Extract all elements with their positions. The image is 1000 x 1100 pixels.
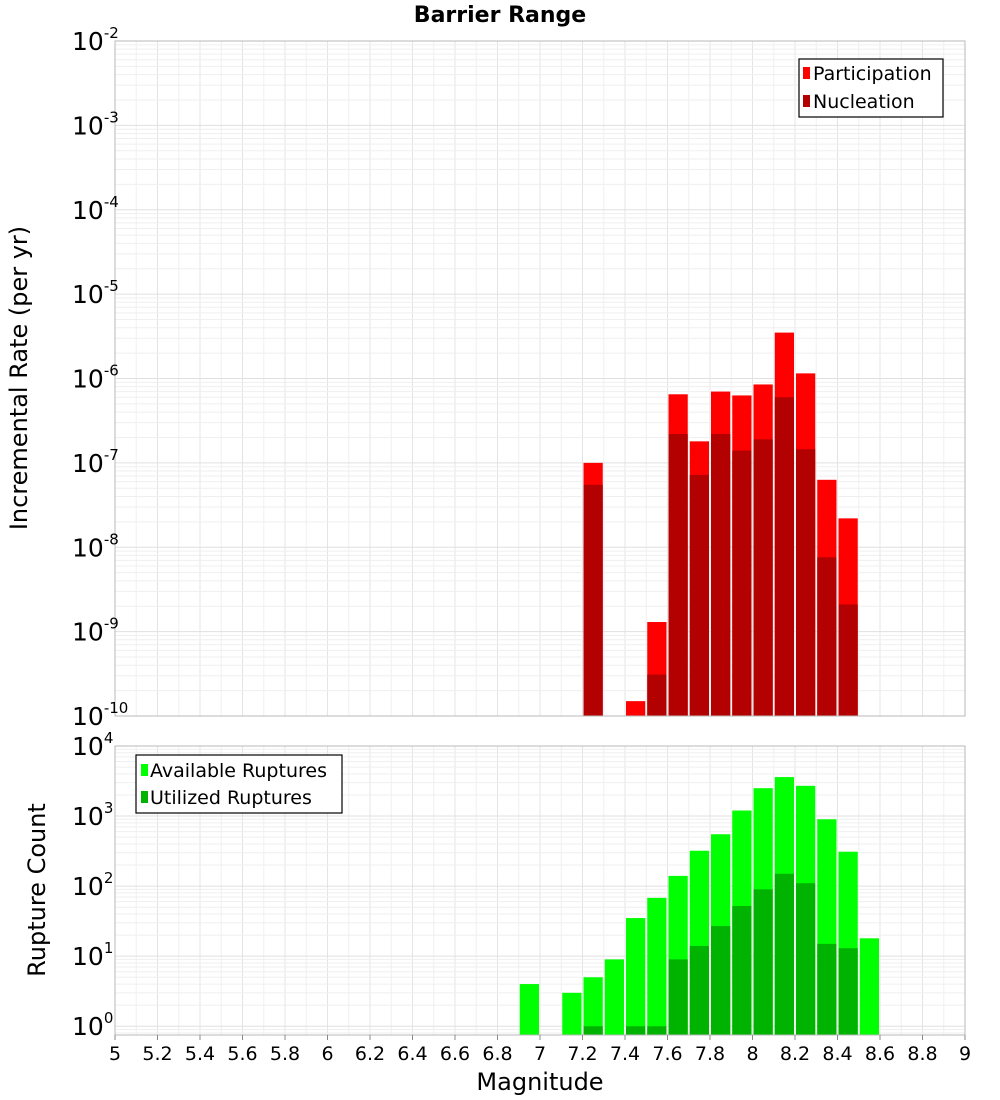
nucleation-bar [838, 604, 858, 716]
bottom-legend-box [135, 754, 343, 814]
legend-swatch-available-ruptures [141, 764, 148, 776]
top-y-tick-label: 10-4 [72, 193, 119, 225]
utilized-ruptures-bar [753, 889, 773, 1035]
bottom-y-tick-label: 102 [72, 869, 113, 901]
x-tick-label: 7.8 [695, 1043, 725, 1065]
x-tick-label: 8.8 [907, 1043, 937, 1065]
top-y-axis-label: Incremental Rate (per yr) [5, 226, 33, 530]
top-y-ticks: 10-10 10-9 10-8 10-7 10-6 10-5 10-4 10-3 10-2 [72, 24, 128, 731]
x-tick-label: 7.6 [652, 1043, 682, 1065]
x-tick-label: 6.6 [440, 1043, 470, 1065]
available-ruptures-bar [583, 977, 603, 1035]
utilized-ruptures-bar [689, 945, 709, 1035]
x-tick-label: 8.6 [865, 1043, 895, 1065]
top-y-tick-label: 10-8 [72, 530, 119, 562]
x-tick-label: 6 [321, 1043, 333, 1065]
utilized-ruptures-bar [647, 1026, 667, 1035]
x-tick-label: 7.2 [567, 1043, 597, 1065]
legend-label-utilized-ruptures: Utilized Ruptures [150, 787, 312, 809]
bottom-y-tick-label: 103 [72, 799, 113, 831]
bottom-plot-panel: 100 101 102 103 104 5 5.2 5.4 5.6 5.8 6 6.2 6.4 6.6 6… [23, 729, 971, 1096]
bottom-y-tick-label: 104 [72, 729, 113, 761]
nucleation-bar [668, 433, 688, 716]
utilized-ruptures-bar [668, 959, 688, 1035]
participation-bar [626, 701, 646, 716]
x-tick-label: 8.4 [822, 1043, 852, 1065]
x-tick-label: 6.2 [355, 1043, 385, 1065]
legend-swatch-utilized-ruptures [141, 791, 148, 803]
top-plot-border [114, 40, 966, 717]
top-y-tick-label: 10-9 [72, 615, 119, 647]
top-y-tick-label: 10-3 [72, 108, 119, 140]
x-tick-label: 6.4 [397, 1043, 427, 1065]
bottom-y-ticks: 100 101 102 103 104 [72, 729, 113, 1041]
utilized-ruptures-bar [838, 948, 858, 1035]
utilized-ruptures-bar [796, 883, 816, 1035]
x-tick-label: 6.8 [482, 1043, 512, 1065]
legend-label-available-ruptures: Available Ruptures [150, 760, 327, 782]
top-y-tick-label: 10-10 [72, 699, 128, 731]
nucleation-bar [817, 557, 837, 716]
top-bars [583, 332, 858, 716]
available-ruptures-bar [647, 897, 667, 1035]
x-axis-label: Magnitude [476, 1068, 603, 1096]
utilized-ruptures-bar [626, 1026, 646, 1035]
bottom-y-tick-label: 100 [72, 1009, 113, 1041]
nucleation-bar [647, 674, 667, 716]
nucleation-bar [753, 439, 773, 716]
nucleation-bar [689, 474, 709, 716]
utilized-ruptures-bar [732, 906, 752, 1035]
nucleation-bar [732, 450, 752, 716]
legend-swatch-participation [803, 67, 810, 79]
x-tick-label: 5.6 [227, 1043, 257, 1065]
available-ruptures-bar [562, 992, 582, 1035]
nucleation-bar [796, 449, 816, 716]
utilized-ruptures-bar [711, 925, 731, 1035]
x-ticks: 5 5.2 5.4 5.6 5.8 6 6.2 6.4 6.6 6.8 7 7.2 7.4 7.6 7.8 8… [109, 1035, 971, 1065]
bottom-y-tick-label: 101 [72, 939, 113, 971]
top-y-tick-label: 10-7 [72, 446, 119, 478]
available-ruptures-bar [859, 938, 879, 1035]
x-tick-label: 5.8 [270, 1043, 300, 1065]
top-legend-box [798, 58, 944, 118]
top-grid [114, 41, 966, 717]
chart-title: Barrier Range [414, 3, 586, 28]
legend-label-participation: Participation [813, 63, 932, 85]
available-ruptures-bar [626, 918, 646, 1035]
x-tick-label: 9 [959, 1043, 971, 1065]
legend-label-nucleation: Nucleation [813, 91, 915, 113]
top-y-tick-label: 10-5 [72, 277, 119, 309]
top-y-tick-label: 10-6 [72, 362, 119, 394]
nucleation-bar [774, 397, 794, 716]
x-tick-label: 7.4 [610, 1043, 640, 1065]
bottom-y-axis-label: Rupture Count [23, 803, 51, 977]
nucleation-bar [583, 484, 603, 716]
available-ruptures-bar [519, 984, 539, 1035]
bottom-legend: Available Ruptures Utilized Ruptures [135, 754, 343, 814]
utilized-ruptures-bar [774, 873, 794, 1035]
bottom-bars [519, 777, 879, 1035]
x-tick-label: 5.2 [142, 1043, 172, 1065]
x-tick-label: 5 [109, 1043, 121, 1065]
x-tick-label: 8.2 [780, 1043, 810, 1065]
utilized-ruptures-bar [583, 1026, 603, 1035]
top-legend: Participation Nucleation [798, 58, 944, 118]
top-y-tick-label: 10-2 [72, 24, 119, 56]
top-plot-panel: 10-10 10-9 10-8 10-7 10-6 10-5 10-4 10-3 10-2 In… [5, 24, 966, 731]
legend-swatch-nucleation [803, 95, 810, 107]
nucleation-bar [711, 433, 731, 716]
available-ruptures-bar [604, 959, 624, 1035]
utilized-ruptures-bar [817, 943, 837, 1035]
x-tick-label: 5.4 [185, 1043, 215, 1065]
x-tick-label: 7 [534, 1043, 546, 1065]
x-tick-label: 8 [746, 1043, 758, 1065]
